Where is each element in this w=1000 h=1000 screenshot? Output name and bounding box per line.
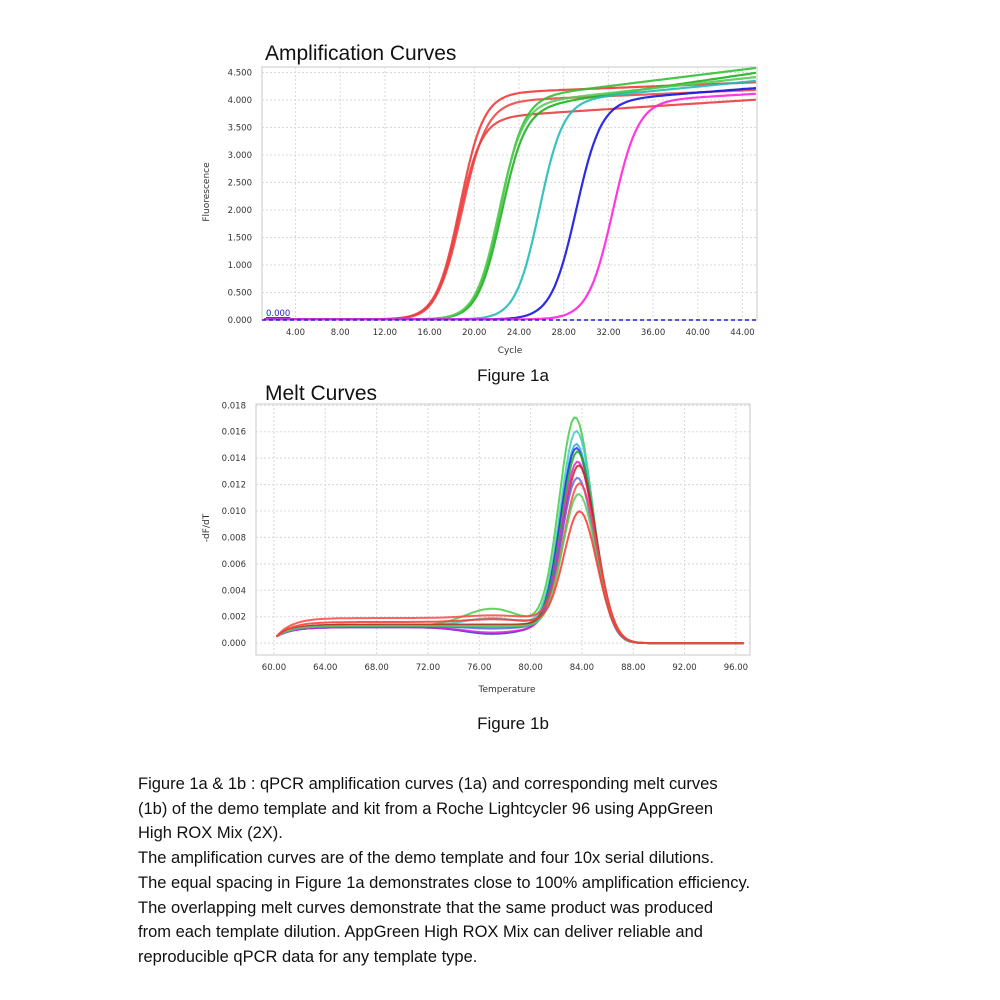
amplification-y-tick-label: 0.000	[228, 316, 252, 326]
melt-title: Melt Curves	[265, 382, 377, 405]
melt-y-tick-label: 0.006	[222, 560, 246, 570]
melt-x-tick-label: 72.00	[416, 663, 440, 673]
amplification-y-tick-label: 0.500	[228, 289, 252, 299]
amplification-chart: Amplification Curves Cycle Fluorescence …	[202, 42, 758, 356]
caption-line: reproducible qPCR data for any template …	[138, 947, 478, 966]
amplification-x-tick-label: 40.00	[686, 328, 710, 338]
melt-plot-area	[255, 403, 751, 656]
amplification-y-tick-label: 1.000	[228, 261, 252, 271]
melt-series-group	[275, 416, 744, 645]
melt-y-tick-label: 0.000	[222, 639, 246, 649]
amplification-x-label: Cycle	[498, 346, 523, 356]
figure-1b-label: Figure 1b	[477, 714, 549, 733]
amplification-x-tick-label: 32.00	[596, 328, 620, 338]
amplification-y-label: Fluorescence	[202, 162, 212, 222]
amplification-x-tick-label: 28.00	[552, 328, 576, 338]
melt-y-tick-label: 0.002	[222, 613, 246, 623]
melt-y-tick-label: 0.012	[222, 481, 246, 491]
amplification-x-tick-label: 8.00	[331, 328, 350, 338]
caption-line: The equal spacing in Figure 1a demonstra…	[138, 873, 751, 892]
amplification-x-tick-label: 20.00	[462, 328, 486, 338]
caption-line: from each template dilution. AppGreen Hi…	[138, 923, 703, 942]
melt-x-tick-label: 68.00	[364, 663, 388, 673]
caption-line: Figure 1a & 1b : qPCR amplification curv…	[138, 775, 718, 793]
threshold-label: 0.000	[266, 309, 290, 319]
amplification-x-tick-label: 24.00	[507, 328, 531, 338]
amplification-x-tick-label: 16.00	[417, 328, 441, 338]
figure-caption: Figure 1a & 1b : qPCR amplification curv…	[138, 772, 938, 970]
melt-y-tick-label: 0.010	[222, 507, 246, 517]
amplification-title: Amplification Curves	[265, 42, 456, 65]
melt-x-tick-label: 64.00	[313, 663, 337, 673]
melt-y-tick-label: 0.016	[222, 428, 246, 438]
melt-y-label: -dF/dT	[202, 513, 212, 542]
caption-line: The overlapping melt curves demonstrate …	[138, 898, 714, 917]
melt-y-tick-label: 0.008	[222, 533, 246, 543]
amplification-y-tick-label: 4.500	[228, 69, 252, 79]
melt-y-tick-label: 0.014	[222, 454, 246, 464]
amplification-y-tick-label: 3.000	[228, 151, 252, 161]
melt-x-tick-label: 80.00	[518, 663, 542, 673]
amplification-y-tick-label: 3.500	[228, 124, 252, 134]
melt-x-tick-label: 84.00	[570, 663, 594, 673]
amplification-x-tick-label: 4.00	[286, 328, 305, 338]
melt-x-tick-label: 88.00	[621, 663, 645, 673]
figure-1a-label: Figure 1a	[477, 366, 549, 385]
amplification-y-tick-label: 2.000	[228, 206, 252, 216]
melt-x-tick-label: 92.00	[672, 663, 696, 673]
melt-y-tick-label: 0.004	[222, 586, 246, 596]
melt-chart: Melt Curves Temperature -dF/dT 60.00 64.0…	[202, 382, 751, 695]
amplification-x-tick-label: 44.00	[730, 328, 754, 338]
amplification-y-tick-label: 1.500	[228, 234, 252, 244]
melt-x-tick-label: 96.00	[724, 663, 748, 673]
melt-x-tick-label: 60.00	[262, 663, 286, 673]
melt-x-label: Temperature	[477, 685, 535, 695]
amplification-x-tick-label: 36.00	[641, 328, 665, 338]
melt-y-tick-label: 0.018	[222, 401, 246, 411]
amplification-x-tick-label: 12.00	[373, 328, 397, 338]
melt-x-tick-label: 76.00	[467, 663, 491, 673]
caption-line: The amplification curves are of the demo…	[138, 849, 714, 868]
amplification-y-tick-label: 4.000	[228, 96, 252, 106]
caption-line: (1b) of the demo template and kit from a…	[138, 799, 714, 818]
melt-curve	[275, 510, 744, 645]
amplification-y-tick-label: 2.500	[228, 179, 252, 189]
caption-line: High ROX Mix (2X).	[138, 824, 283, 843]
amplification-plot-area	[261, 66, 758, 321]
